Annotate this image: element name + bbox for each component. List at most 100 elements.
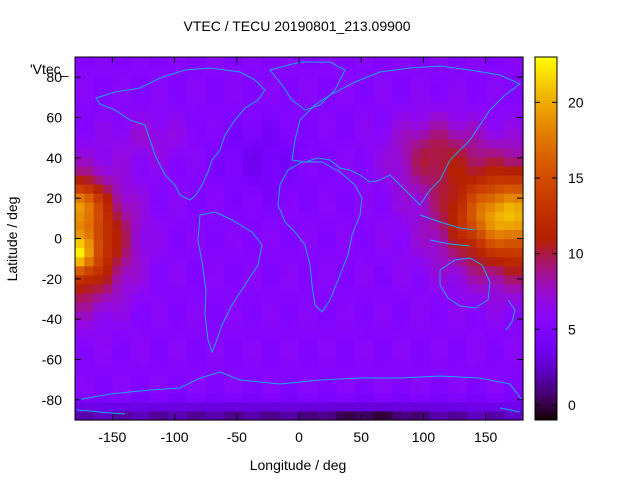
heatmap-cell	[373, 129, 384, 140]
heatmap-cell	[261, 265, 272, 276]
heatmap-cell	[233, 365, 244, 376]
heatmap-cell	[383, 138, 393, 149]
y-tick-label: -60	[42, 352, 62, 368]
heatmap-cell	[289, 283, 300, 294]
heatmap-cell	[513, 265, 524, 276]
heatmap-cell	[233, 120, 244, 131]
heatmap-cell	[448, 392, 459, 403]
heatmap-cell	[476, 129, 487, 140]
heatmap-cell	[121, 66, 132, 76]
heatmap-cell	[504, 102, 515, 113]
heatmap-cell	[93, 75, 104, 85]
colorbar-swatch	[535, 299, 557, 303]
heatmap-cell	[364, 57, 375, 67]
heatmap-cell	[112, 174, 123, 185]
heatmap-cell	[364, 283, 375, 294]
heatmap-cell	[261, 202, 272, 212]
heatmap-cell	[280, 129, 291, 140]
heatmap-cell	[392, 292, 403, 303]
heatmap-cell	[140, 93, 151, 103]
heatmap-cell	[252, 93, 263, 103]
heatmap-cell	[401, 329, 412, 339]
heatmap-cell	[93, 211, 104, 221]
heatmap-cell	[392, 156, 403, 167]
heatmap-cell	[177, 156, 188, 167]
heatmap-cell	[224, 329, 235, 339]
heatmap-cell	[205, 66, 216, 76]
heatmap-cell	[467, 247, 477, 258]
heatmap-cell	[420, 292, 431, 303]
heatmap-cell	[383, 174, 393, 185]
heatmap-cell	[131, 356, 141, 367]
heatmap-cell	[205, 84, 216, 94]
heatmap-cell	[205, 292, 216, 303]
heatmap-cell	[187, 165, 197, 176]
heatmap-cell	[364, 374, 375, 385]
heatmap-cell	[495, 410, 505, 421]
colorbar-swatch	[535, 144, 557, 149]
heatmap-cell	[457, 202, 468, 212]
heatmap-cell	[467, 283, 477, 294]
heatmap-cell	[233, 202, 244, 212]
heatmap-cell	[504, 138, 515, 149]
heatmap-cell	[373, 102, 384, 113]
heatmap-cell	[177, 320, 188, 330]
heatmap-cell	[131, 220, 141, 231]
heatmap-cell	[196, 138, 207, 149]
heatmap-cell	[485, 156, 496, 167]
heatmap-cell	[317, 320, 328, 330]
heatmap-cell	[336, 111, 347, 122]
colorbar-swatch	[535, 211, 557, 215]
heatmap-cell	[252, 374, 263, 385]
heatmap-cell	[196, 165, 207, 176]
heatmap-cell	[495, 283, 505, 294]
heatmap-cell	[373, 147, 384, 158]
heatmap-cell	[439, 147, 449, 158]
heatmap-cell	[159, 229, 169, 240]
heatmap-cell	[383, 274, 393, 285]
heatmap-cell	[513, 356, 524, 367]
heatmap-cell	[429, 120, 440, 131]
heatmap-cell	[392, 57, 403, 67]
heatmap-cell	[187, 338, 197, 348]
colorbar-swatch	[535, 223, 557, 227]
heatmap-cell	[373, 138, 384, 149]
heatmap-cell	[495, 165, 505, 176]
heatmap-cell	[131, 302, 141, 312]
heatmap-cell	[401, 374, 412, 385]
heatmap-cell	[159, 184, 169, 194]
heatmap-cell	[373, 220, 384, 231]
heatmap-cell	[224, 174, 235, 185]
heatmap-cell	[345, 274, 356, 285]
heatmap-cell	[439, 329, 449, 339]
heatmap-cell	[112, 392, 123, 403]
heatmap-cell	[252, 256, 263, 267]
heatmap-cell	[93, 410, 104, 421]
heatmap-cell	[513, 66, 524, 76]
heatmap-cell	[383, 202, 393, 212]
heatmap-cell	[336, 347, 347, 358]
heatmap-cell	[205, 238, 216, 249]
heatmap-cell	[411, 292, 421, 303]
heatmap-cell	[84, 75, 95, 85]
heatmap-cell	[149, 165, 160, 176]
heatmap-cell	[233, 156, 244, 167]
heatmap-cell	[224, 93, 235, 103]
heatmap-cell	[224, 120, 235, 131]
colorbar-swatch	[535, 111, 557, 115]
heatmap-cell	[355, 238, 365, 249]
heatmap-cell	[513, 238, 524, 249]
heatmap-cell	[121, 283, 132, 294]
heatmap-cell	[215, 184, 225, 194]
heatmap-cell	[224, 211, 235, 221]
colorbar-swatch	[535, 262, 557, 267]
heatmap-cell	[299, 202, 309, 212]
heatmap-cell	[103, 356, 113, 367]
heatmap-cell	[289, 75, 300, 85]
heatmap-cell	[205, 365, 216, 376]
heatmap-cell	[448, 347, 459, 358]
heatmap-cell	[411, 401, 421, 412]
heatmap-cell	[457, 247, 468, 258]
colorbar-swatch	[535, 277, 557, 282]
heatmap-cell	[355, 410, 365, 421]
